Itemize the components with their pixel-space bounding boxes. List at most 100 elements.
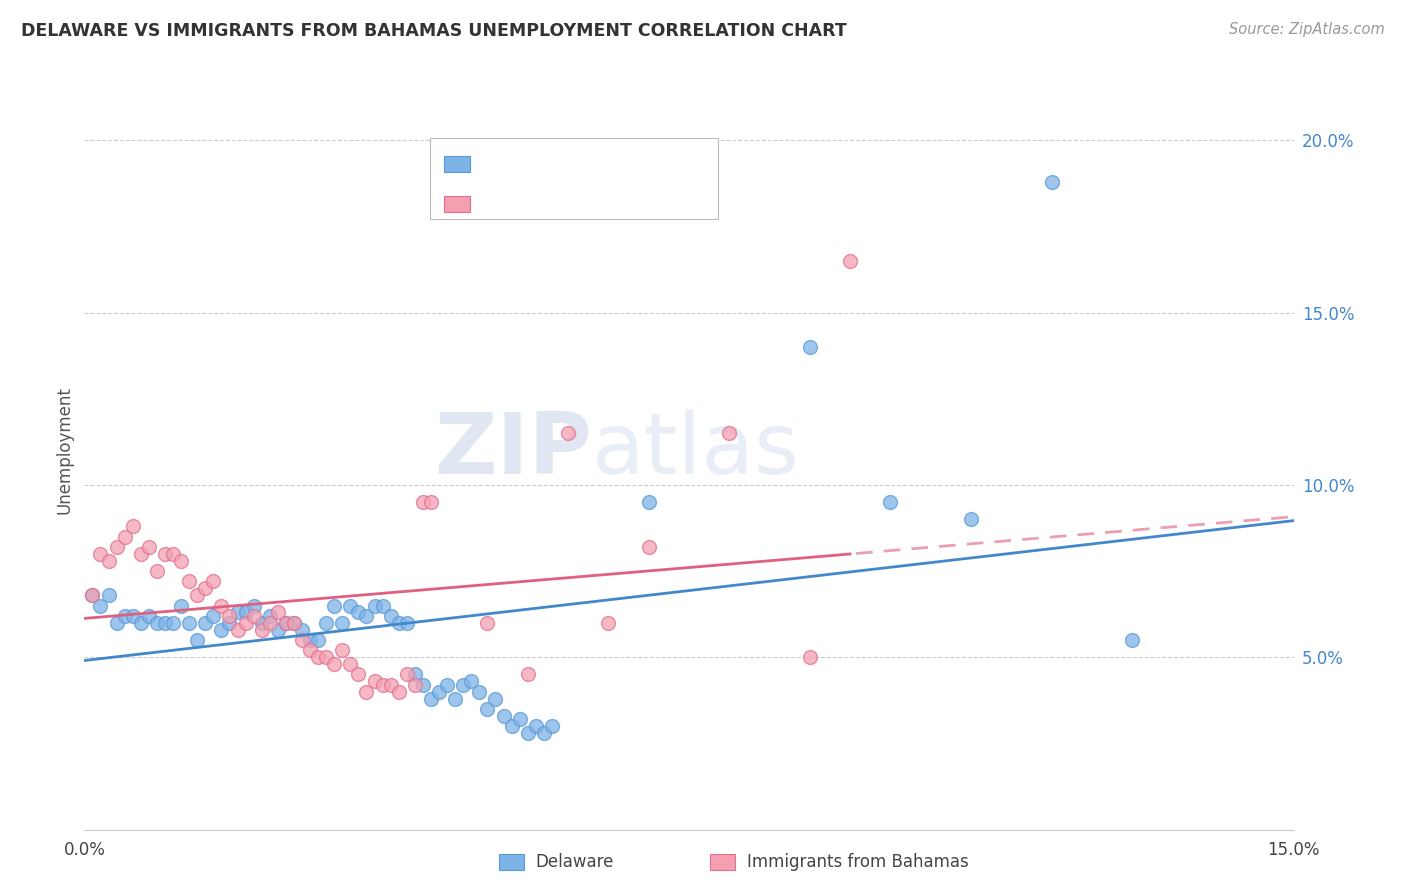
Point bbox=[460, 674, 482, 689]
Point bbox=[307, 633, 329, 648]
Point bbox=[444, 691, 467, 706]
Point bbox=[274, 615, 297, 630]
Point bbox=[509, 712, 531, 726]
Point bbox=[330, 643, 353, 657]
Point bbox=[242, 608, 264, 623]
Point bbox=[339, 657, 361, 672]
Point bbox=[202, 574, 225, 589]
Point bbox=[153, 547, 176, 561]
Point bbox=[420, 495, 443, 509]
Point bbox=[129, 547, 152, 561]
Point bbox=[637, 495, 659, 509]
Text: atlas: atlas bbox=[592, 409, 800, 492]
Point bbox=[477, 702, 499, 716]
Point bbox=[388, 615, 411, 630]
Point bbox=[356, 608, 378, 623]
Point bbox=[427, 684, 450, 698]
Point bbox=[179, 615, 201, 630]
Point bbox=[347, 667, 370, 681]
Point bbox=[105, 615, 128, 630]
Point bbox=[598, 615, 620, 630]
Point bbox=[1040, 175, 1063, 189]
Y-axis label: Unemployment: Unemployment bbox=[55, 386, 73, 515]
Point bbox=[412, 678, 434, 692]
Point bbox=[524, 719, 547, 733]
Point bbox=[153, 615, 176, 630]
Point bbox=[283, 615, 305, 630]
Text: Delaware: Delaware bbox=[536, 853, 614, 871]
Point bbox=[242, 599, 264, 613]
Text: DELAWARE VS IMMIGRANTS FROM BAHAMAS UNEMPLOYMENT CORRELATION CHART: DELAWARE VS IMMIGRANTS FROM BAHAMAS UNEM… bbox=[21, 22, 846, 40]
Point bbox=[97, 554, 120, 568]
Point bbox=[186, 633, 208, 648]
Point bbox=[250, 623, 273, 637]
Point bbox=[291, 623, 314, 637]
Point bbox=[235, 615, 257, 630]
Point bbox=[557, 426, 579, 441]
Point bbox=[315, 615, 337, 630]
Point bbox=[283, 615, 305, 630]
Point bbox=[1121, 633, 1143, 648]
Point bbox=[380, 608, 402, 623]
Point bbox=[146, 564, 169, 578]
Point bbox=[89, 547, 111, 561]
Point bbox=[395, 615, 418, 630]
Point bbox=[468, 684, 491, 698]
Point bbox=[404, 667, 426, 681]
Point bbox=[879, 495, 901, 509]
Point bbox=[226, 606, 249, 620]
Point bbox=[121, 608, 143, 623]
Point bbox=[170, 554, 193, 568]
Point bbox=[250, 615, 273, 630]
Point bbox=[516, 667, 538, 681]
Point bbox=[218, 615, 240, 630]
Point bbox=[274, 615, 297, 630]
Text: R =  0.475: R = 0.475 bbox=[481, 189, 569, 208]
Point bbox=[799, 650, 821, 665]
Point bbox=[380, 678, 402, 692]
Point bbox=[960, 512, 983, 526]
Point bbox=[533, 726, 555, 740]
Point bbox=[299, 633, 322, 648]
Point bbox=[839, 253, 862, 268]
Point bbox=[186, 588, 208, 602]
Point bbox=[371, 599, 394, 613]
Point bbox=[492, 708, 515, 723]
Text: N =  51: N = 51 bbox=[614, 189, 678, 208]
Point bbox=[129, 615, 152, 630]
Point bbox=[323, 657, 346, 672]
Point bbox=[82, 588, 104, 602]
Point bbox=[420, 691, 443, 706]
Point bbox=[330, 615, 353, 630]
Point bbox=[194, 615, 217, 630]
Point bbox=[170, 599, 193, 613]
Text: Immigrants from Bahamas: Immigrants from Bahamas bbox=[747, 853, 969, 871]
Text: N = 60: N = 60 bbox=[614, 152, 672, 169]
Point bbox=[121, 519, 143, 533]
Point bbox=[307, 650, 329, 665]
Point bbox=[162, 615, 184, 630]
Point bbox=[259, 615, 281, 630]
Point bbox=[105, 540, 128, 554]
Point bbox=[226, 623, 249, 637]
Point bbox=[315, 650, 337, 665]
Point bbox=[451, 678, 474, 692]
Point bbox=[138, 608, 160, 623]
Point bbox=[235, 606, 257, 620]
Point bbox=[388, 684, 411, 698]
Point bbox=[82, 588, 104, 602]
Point bbox=[194, 582, 217, 596]
Point bbox=[89, 599, 111, 613]
Point bbox=[363, 599, 385, 613]
Point bbox=[347, 606, 370, 620]
Point bbox=[516, 726, 538, 740]
Text: ZIP: ZIP bbox=[434, 409, 592, 492]
Point bbox=[209, 623, 232, 637]
Point bbox=[484, 691, 506, 706]
Text: R =  0.155: R = 0.155 bbox=[481, 152, 569, 169]
Point bbox=[356, 684, 378, 698]
Point bbox=[267, 606, 290, 620]
Point bbox=[267, 623, 290, 637]
Point bbox=[323, 599, 346, 613]
Point bbox=[218, 608, 240, 623]
